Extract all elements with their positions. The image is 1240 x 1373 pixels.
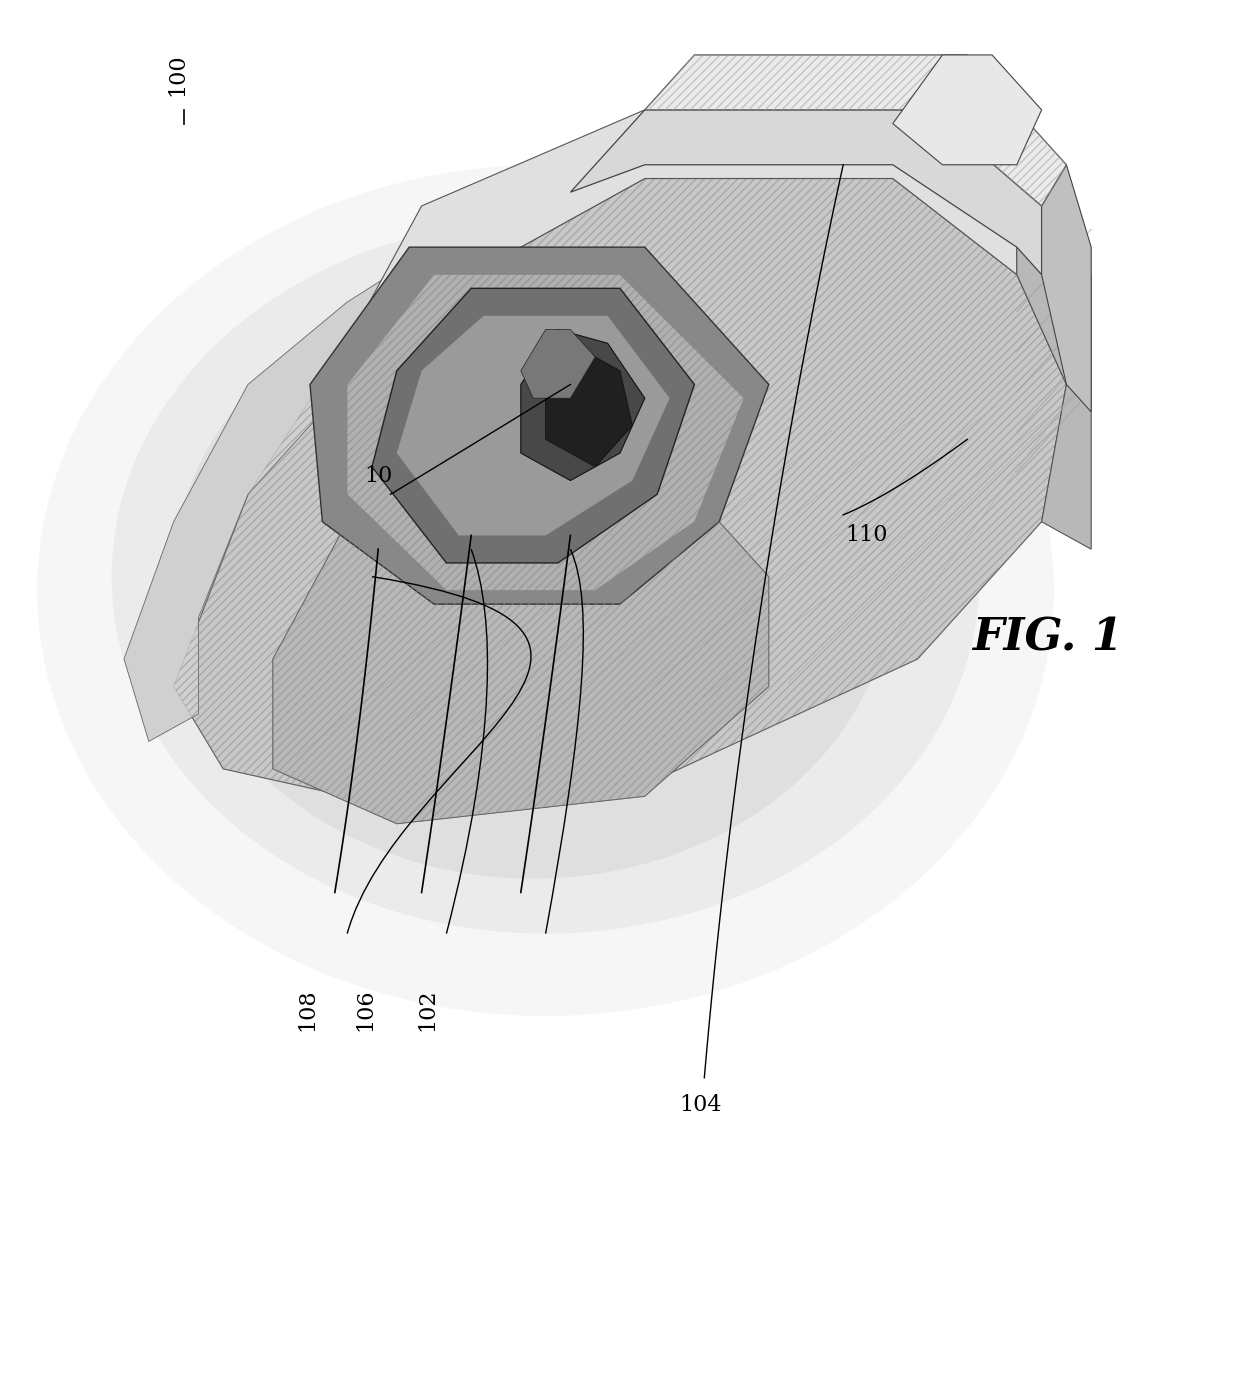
Text: 108: 108 [296, 989, 319, 1031]
Polygon shape [570, 110, 1042, 275]
Polygon shape [1017, 192, 1091, 549]
Polygon shape [893, 55, 1042, 165]
Polygon shape [273, 481, 769, 824]
Polygon shape [347, 275, 744, 590]
Ellipse shape [112, 220, 980, 934]
Text: 10: 10 [365, 465, 392, 487]
Text: 102: 102 [417, 989, 439, 1031]
Text: 110: 110 [846, 524, 888, 546]
Text: FIG. 1: FIG. 1 [972, 616, 1123, 660]
Polygon shape [397, 316, 670, 535]
Polygon shape [124, 247, 496, 741]
Polygon shape [521, 330, 645, 481]
Polygon shape [521, 330, 595, 398]
Polygon shape [174, 178, 1066, 796]
Text: 106: 106 [355, 989, 377, 1031]
Text: 104: 104 [680, 1094, 722, 1116]
Text: 100: 100 [166, 54, 188, 96]
Ellipse shape [174, 275, 893, 879]
Polygon shape [347, 110, 1017, 343]
Polygon shape [645, 55, 1066, 206]
Ellipse shape [37, 165, 1054, 1016]
Polygon shape [372, 288, 694, 563]
Polygon shape [546, 343, 632, 467]
Polygon shape [1042, 165, 1091, 412]
Polygon shape [310, 247, 769, 604]
